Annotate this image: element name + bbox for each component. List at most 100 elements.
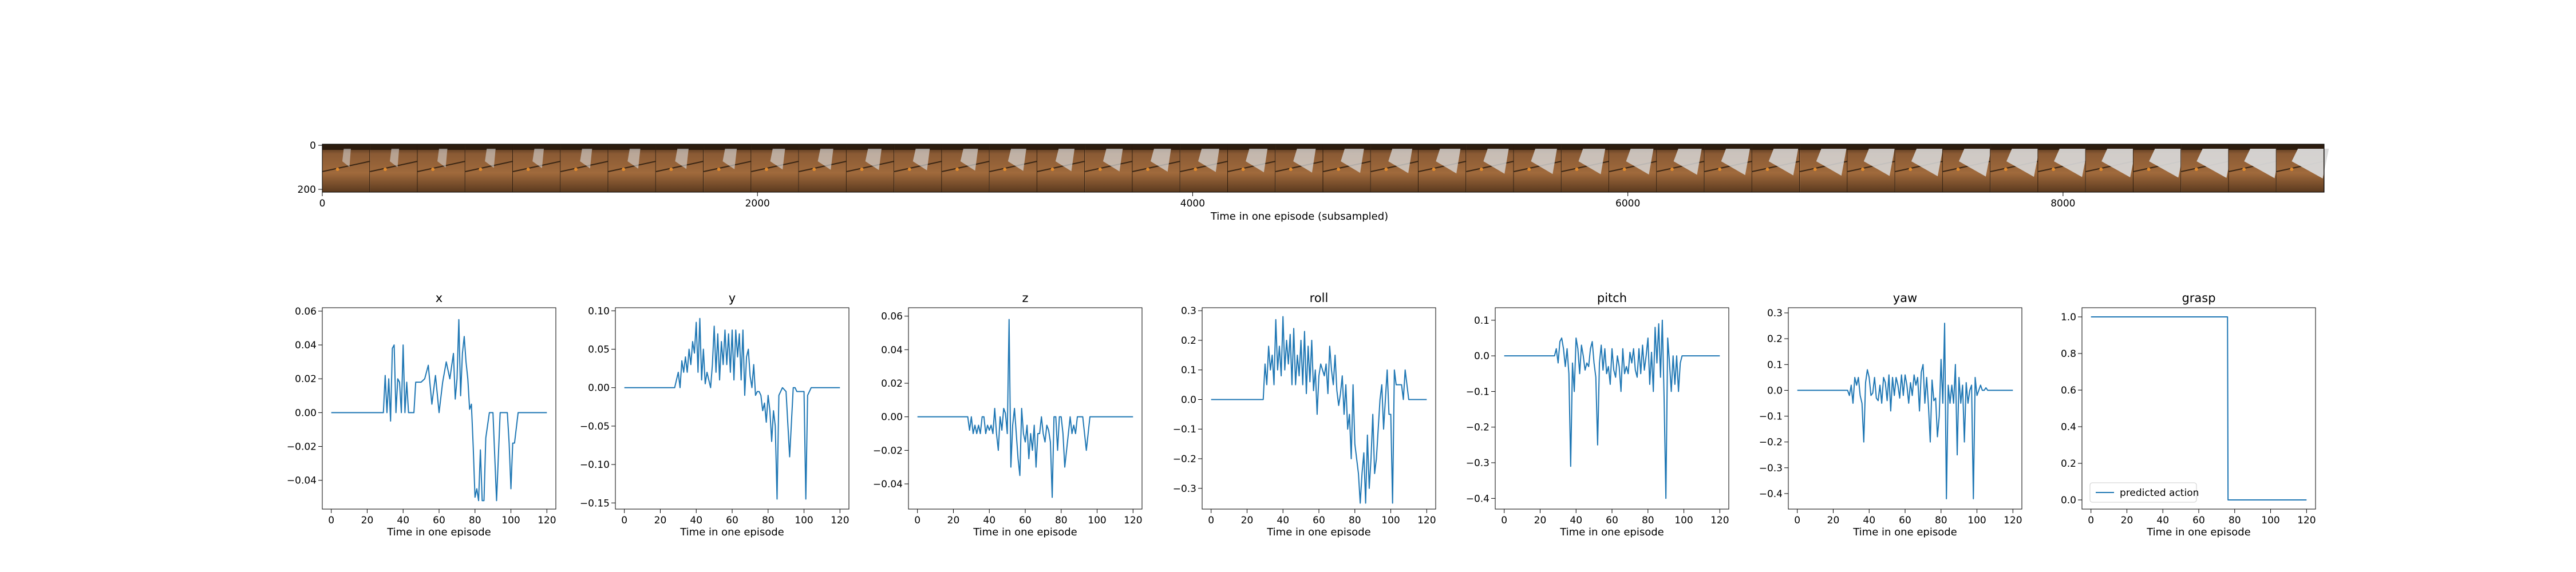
plot-area <box>1202 308 1436 509</box>
x-tick-label: 40 <box>397 515 409 526</box>
filmstrip-frame <box>512 144 561 192</box>
subplot-title: z <box>1022 291 1028 305</box>
filmstrip-frame <box>703 144 752 192</box>
x-axis-label: Time in one episode <box>973 526 1077 538</box>
x-tick-label: 20 <box>654 515 667 526</box>
y-tick-label: 0.04 <box>881 344 903 356</box>
y-tick-label: −0.1 <box>1173 424 1196 435</box>
series-line-roll <box>1211 316 1427 504</box>
filmstrip-frame <box>2085 144 2136 192</box>
x-tick-label: 20 <box>1827 515 1840 526</box>
x-tick-label: 100 <box>1381 515 1400 526</box>
y-tick-label: −0.3 <box>1759 463 1783 474</box>
plot-area <box>908 308 1142 509</box>
x-axis-label: Time in one episode <box>1852 526 1957 538</box>
filmstrip-frame <box>1657 144 1705 192</box>
x-tick-label: 120 <box>538 515 556 526</box>
y-tick-label: 0.6 <box>2061 385 2076 396</box>
x-tick-label: 100 <box>795 515 813 526</box>
x-tick-label: 20 <box>1534 515 1547 526</box>
filmstrip-xtick-label: 8000 <box>2050 198 2075 209</box>
y-tick-label: 0.00 <box>881 412 903 423</box>
x-tick-label: 80 <box>1055 515 1068 526</box>
y-tick-label: −0.2 <box>1466 422 1490 434</box>
filmstrip-frame <box>1704 144 1753 192</box>
filmstrip-frame <box>1847 144 1895 192</box>
x-tick-label: 120 <box>1124 515 1142 526</box>
x-tick-label: 20 <box>2121 515 2134 526</box>
filmstrip-frame <box>1323 144 1371 192</box>
y-tick-label: −0.04 <box>873 479 903 490</box>
filmstrip-frame <box>1609 144 1657 192</box>
filmstrip-frame <box>417 144 465 192</box>
series-line-y <box>624 317 840 500</box>
filmstrip-frame <box>1037 144 1085 192</box>
filmstrip-frame <box>846 144 895 192</box>
subplot-title: pitch <box>1597 291 1627 305</box>
filmstrip-xtick-label: 6000 <box>1615 198 1640 209</box>
y-tick-label: 0.0 <box>1181 394 1196 406</box>
filmstrip-xtick-label: 0 <box>319 198 326 209</box>
x-tick-label: 100 <box>2261 515 2279 526</box>
filmstrip-frame <box>799 144 847 192</box>
x-tick-label: 80 <box>1642 515 1654 526</box>
filmstrip-frame <box>894 144 942 192</box>
y-tick-label: 0.1 <box>1181 365 1196 376</box>
legend-box <box>2089 482 2197 503</box>
filmstrip-xlabel: Time in one episode (subsampled) <box>1210 210 1388 223</box>
filmstrip-xticks: 0 2000 4000 6000 8000 <box>319 192 2076 209</box>
y-tick-label: 0.2 <box>1767 333 1783 345</box>
y-tick-label: 0.3 <box>1181 305 1196 317</box>
filmstrip-frame-border <box>322 144 2325 193</box>
series-line-pitch <box>1504 319 1720 499</box>
x-tick-label: 120 <box>831 515 849 526</box>
filmstrip-frame <box>2133 144 2184 192</box>
filmstrip-frame <box>560 144 609 192</box>
y-tick-label: −0.4 <box>1466 493 1490 505</box>
x-axis-label: Time in one episode <box>679 526 784 538</box>
filmstrip-frame <box>370 144 418 192</box>
y-tick-label: 0.05 <box>588 344 610 356</box>
x-tick-label: 20 <box>361 515 374 526</box>
filmstrip-frame <box>1370 144 1419 192</box>
y-tick-label: 0.00 <box>588 383 610 394</box>
x-tick-label: 0 <box>621 515 627 526</box>
x-tick-label: 120 <box>2004 515 2022 526</box>
x-axis-label: Time in one episode <box>1266 526 1371 538</box>
filmstrip-ytick-label-0: 0 <box>310 140 316 152</box>
subplot-title: roll <box>1310 291 1329 305</box>
x-tick-label: 40 <box>2156 515 2169 526</box>
x-tick-label: 40 <box>690 515 702 526</box>
filmstrip-frame <box>2276 144 2329 192</box>
subplot-roll: roll 0 20 40 60 80 100 120 −0.3 −0.2 −0.1 0.0 0.1 0.2… <box>1173 291 1436 538</box>
filmstrip-frame <box>1180 144 1228 192</box>
filmstrip-frame <box>1990 144 2040 192</box>
x-tick-label: 80 <box>2229 515 2241 526</box>
y-tick-label: 0.00 <box>295 407 317 419</box>
y-tick-label: 0.4 <box>2061 422 2076 433</box>
x-tick-label: 0 <box>328 515 334 526</box>
filmstrip-frame <box>1942 144 1992 192</box>
y-tick-label: −0.4 <box>1759 488 1783 500</box>
filmstrip-frame <box>1514 144 1562 192</box>
x-tick-label: 40 <box>1570 515 1582 526</box>
filmstrip-frame <box>1084 144 1133 192</box>
filmstrip-frame <box>2229 144 2281 192</box>
y-tick-label: 0.0 <box>2061 495 2076 506</box>
subplot-y: y 0 20 40 60 80 100 120 −0.15 −0.10 −0.05 0.00 0.05 0… <box>580 291 850 538</box>
filmstrip-frame <box>1752 144 1800 192</box>
filmstrip-frame <box>989 144 1038 192</box>
x-tick-label: 0 <box>1501 515 1507 526</box>
x-tick-label: 120 <box>2297 515 2316 526</box>
filmstrip-panel: 0 200 0 2000 4000 6000 8000 Time in one epis… <box>298 140 2329 223</box>
subplot-title: x <box>436 291 442 305</box>
x-tick-label: 120 <box>1710 515 1729 526</box>
x-tick-label: 60 <box>1899 515 1911 526</box>
filmstrip-frame <box>655 144 704 192</box>
x-tick-label: 60 <box>1019 515 1032 526</box>
filmstrip-frame <box>322 144 370 192</box>
filmstrip-frame <box>1275 144 1323 192</box>
x-axis-label: Time in one episode <box>2146 526 2251 538</box>
filmstrip-frame <box>1418 144 1467 192</box>
x-tick-label: 100 <box>1674 515 1693 526</box>
